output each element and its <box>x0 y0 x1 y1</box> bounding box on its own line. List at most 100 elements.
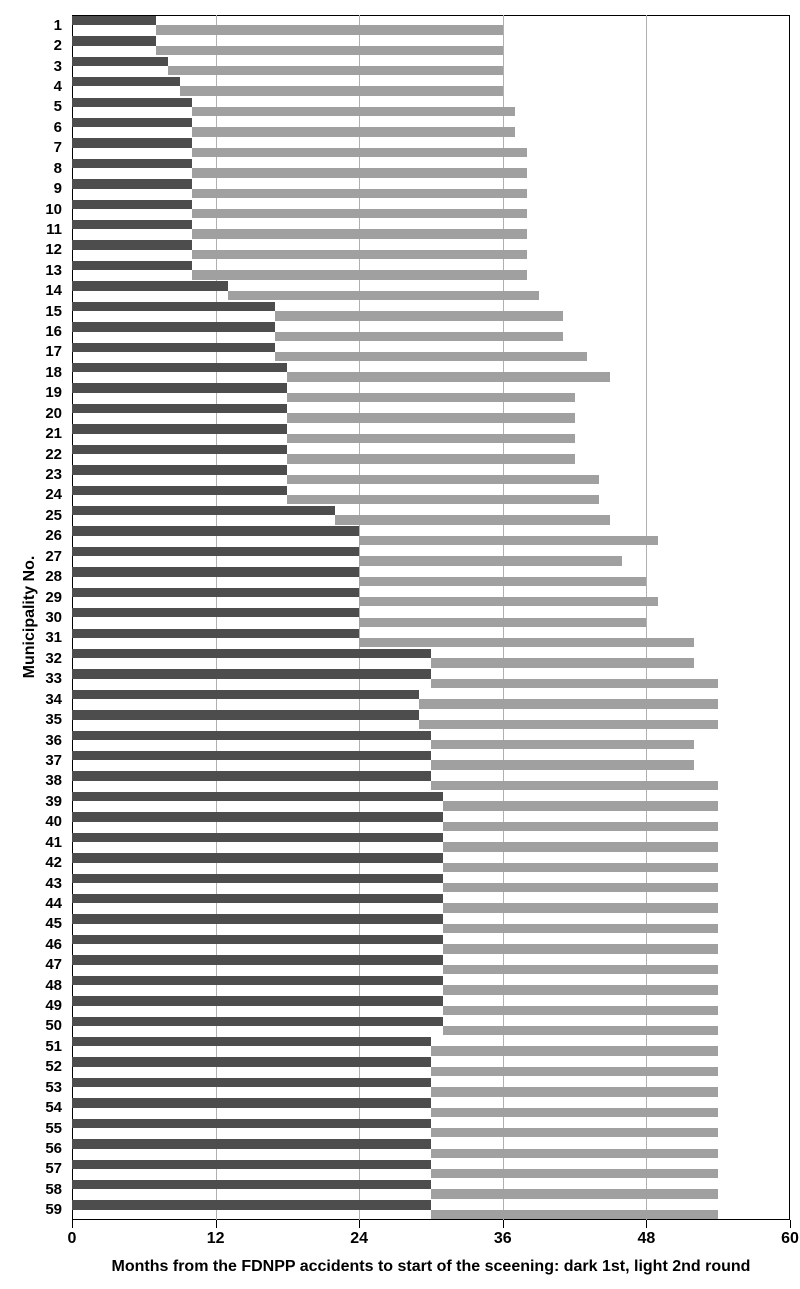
bar-round2 <box>180 86 503 95</box>
bar-round1 <box>72 710 419 719</box>
y-tick-label: 46 <box>0 936 62 953</box>
y-tick-label: 44 <box>0 895 62 912</box>
bar-round2 <box>275 311 562 320</box>
y-tick-label: 20 <box>0 405 62 422</box>
bar-round1 <box>72 179 192 188</box>
bar-round1 <box>72 1017 443 1026</box>
y-tick-label: 21 <box>0 425 62 442</box>
bar-round2 <box>443 801 718 810</box>
bar-round2 <box>431 781 718 790</box>
y-tick-label: 48 <box>0 977 62 994</box>
y-tick-label: 6 <box>0 119 62 136</box>
bar-round2 <box>192 168 527 177</box>
bar-round2 <box>287 434 574 443</box>
bar-round1 <box>72 853 443 862</box>
bar-round2 <box>431 1210 718 1219</box>
bar-round2 <box>168 66 503 75</box>
bar-round1 <box>72 812 443 821</box>
y-tick-label: 16 <box>0 323 62 340</box>
y-tick-label: 1 <box>0 17 62 34</box>
bar-round1 <box>72 731 431 740</box>
bar-round2 <box>443 1006 718 1015</box>
bar-round2 <box>431 760 694 769</box>
bar-round1 <box>72 404 287 413</box>
bar-round2 <box>431 1149 718 1158</box>
bar-round1 <box>72 955 443 964</box>
bar-round1 <box>72 771 431 780</box>
y-tick-label: 11 <box>0 221 62 238</box>
bar-round1 <box>72 200 192 209</box>
y-tick-label: 38 <box>0 772 62 789</box>
y-tick-label: 42 <box>0 854 62 871</box>
bar-round2 <box>443 822 718 831</box>
bar-round1 <box>72 874 443 883</box>
y-tick-label: 35 <box>0 711 62 728</box>
bar-round1 <box>72 240 192 249</box>
x-tick <box>790 1220 791 1228</box>
y-tick-label: 13 <box>0 262 62 279</box>
bar-round2 <box>431 740 694 749</box>
bar-round1 <box>72 281 228 290</box>
bar-round1 <box>72 608 359 617</box>
x-tick-label: 0 <box>52 1230 92 1248</box>
bar-round2 <box>419 720 718 729</box>
bar-round2 <box>275 352 586 361</box>
y-tick-label: 4 <box>0 78 62 95</box>
y-tick-label: 57 <box>0 1160 62 1177</box>
y-tick-label: 51 <box>0 1038 62 1055</box>
y-tick-label: 40 <box>0 813 62 830</box>
x-tick-label: 12 <box>196 1230 236 1248</box>
bar-round1 <box>72 57 168 66</box>
bar-round1 <box>72 138 192 147</box>
x-tick <box>216 1220 217 1228</box>
y-tick-label: 7 <box>0 139 62 156</box>
y-tick-label: 58 <box>0 1181 62 1198</box>
bar-round1 <box>72 1139 431 1148</box>
bar-round1 <box>72 1200 431 1209</box>
bar-round2 <box>287 372 610 381</box>
y-tick-label: 17 <box>0 343 62 360</box>
bar-round2 <box>431 1128 718 1137</box>
bar-round1 <box>72 118 192 127</box>
screening-months-bar-chart: 0122436486012345678910111213141516171819… <box>0 0 800 1289</box>
bar-round1 <box>72 261 192 270</box>
y-tick-label: 59 <box>0 1201 62 1218</box>
bar-round1 <box>72 77 180 86</box>
bar-round2 <box>192 250 527 259</box>
y-tick-label: 12 <box>0 241 62 258</box>
bar-round2 <box>431 1108 718 1117</box>
bar-round1 <box>72 465 287 474</box>
bar-round1 <box>72 98 192 107</box>
bar-round1 <box>72 159 192 168</box>
bar-round1 <box>72 751 431 760</box>
y-tick-label: 14 <box>0 282 62 299</box>
y-tick-label: 49 <box>0 997 62 1014</box>
bar-round1 <box>72 322 275 331</box>
bar-round2 <box>431 1169 718 1178</box>
bar-round1 <box>72 343 275 352</box>
bar-round2 <box>443 965 718 974</box>
y-tick-label: 25 <box>0 507 62 524</box>
bar-round2 <box>443 842 718 851</box>
bar-round2 <box>275 332 562 341</box>
bar-round2 <box>192 148 527 157</box>
bar-round1 <box>72 547 359 556</box>
bar-round1 <box>72 1057 431 1066</box>
x-axis-title: Months from the FDNPP accidents to start… <box>72 1258 790 1276</box>
x-tick-label: 60 <box>770 1230 800 1248</box>
bar-round2 <box>287 393 574 402</box>
bar-round2 <box>192 209 527 218</box>
bar-round1 <box>72 935 443 944</box>
y-tick-label: 3 <box>0 58 62 75</box>
bar-round1 <box>72 424 287 433</box>
bar-round2 <box>359 536 658 545</box>
y-tick-label: 23 <box>0 466 62 483</box>
bar-round2 <box>431 1087 718 1096</box>
bar-round2 <box>443 1026 718 1035</box>
y-tick-label: 10 <box>0 201 62 218</box>
y-tick-label: 55 <box>0 1120 62 1137</box>
bar-round1 <box>72 588 359 597</box>
y-tick-label: 36 <box>0 732 62 749</box>
bar-round2 <box>443 883 718 892</box>
bar-round1 <box>72 486 287 495</box>
